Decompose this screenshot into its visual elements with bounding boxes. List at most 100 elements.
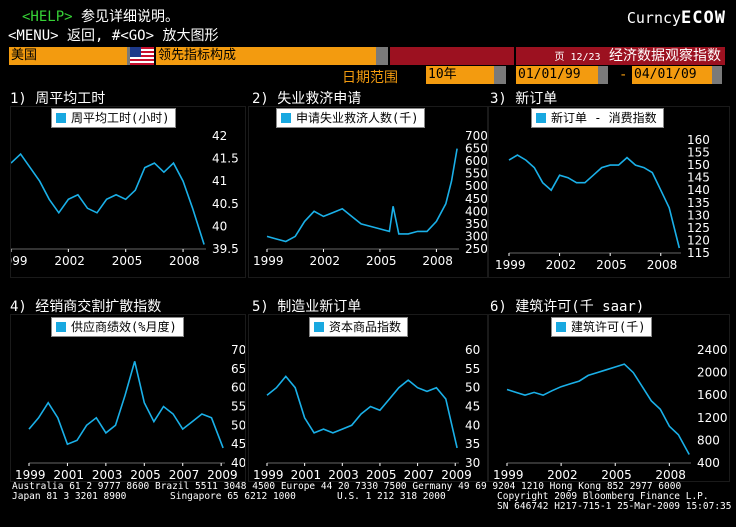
series-line	[266, 375, 458, 449]
end-date-button[interactable]	[712, 66, 722, 84]
period-dropdown[interactable]	[494, 66, 506, 84]
y-tick-label: 145	[687, 171, 710, 185]
x-tick-label: 2009	[441, 468, 472, 481]
chart-legend: 建筑许可(千)	[551, 317, 653, 337]
legend-swatch-icon	[56, 322, 66, 332]
start-date-field[interactable]: 01/01/99	[516, 66, 598, 84]
chart-panel[interactable]: 42 41.5 41 40.5 40 39.5 1999 2002 2005 2008 周平均工时(…	[10, 106, 246, 278]
y-tick-label: 140	[687, 183, 710, 197]
y-tick-label: 120	[687, 233, 710, 247]
y-tick-label: 40	[231, 456, 245, 470]
series-line	[506, 363, 690, 455]
y-tick-label: 300	[465, 229, 487, 243]
y-tick-label: 1200	[697, 411, 728, 425]
x-tick-label: 1999	[15, 468, 46, 481]
y-tick-label: 400	[465, 204, 487, 218]
help-key[interactable]: <HELP>	[22, 9, 73, 25]
footer-japan: Japan 81 3 3201 8900	[12, 491, 127, 502]
panel-title[interactable]: 1) 周平均工时	[10, 91, 106, 107]
x-tick-label: 1999	[253, 468, 284, 481]
legend-label: 供应商绩效(%月度)	[71, 320, 177, 334]
chart-panel[interactable]: 60 55 50 45 40 35 30 1999 2001 2003 2005 2007 2009 资本…	[248, 314, 488, 482]
x-tick-label: 2003	[328, 468, 359, 481]
date-dash: -	[619, 67, 628, 83]
go-key[interactable]: #<GO>	[111, 28, 155, 44]
chart-legend: 周平均工时(小时)	[51, 108, 177, 128]
go-text: 放大图形	[162, 28, 219, 44]
x-tick-label: 1999	[253, 254, 284, 268]
footer-sn: SN 646742 H217-715-1 25-Mar-2009 15:07:3…	[497, 501, 732, 512]
chart-panel[interactable]: 160 155 150 145 140 135 130 125 120 115 1999 2002 20…	[488, 106, 730, 278]
series-line	[11, 152, 205, 245]
indicator-dropdown[interactable]	[376, 47, 388, 65]
period-field[interactable]: 10年	[426, 66, 494, 84]
panel-title[interactable]: 5) 制造业新订单	[252, 299, 362, 315]
panel-title[interactable]: 6) 建筑许可(千 saar)	[490, 299, 645, 315]
x-tick-label: 2005	[596, 258, 627, 272]
date-range-label: 日期范围	[342, 70, 398, 86]
end-date-field[interactable]: 04/01/09	[632, 66, 712, 84]
x-tick-label: 2008	[169, 254, 200, 268]
panel-title[interactable]: 3) 新订单	[490, 91, 558, 107]
x-tick-label: 2005	[366, 468, 397, 481]
x-tick-label: 2005	[130, 468, 161, 481]
legend-swatch-icon	[314, 322, 324, 332]
panel-title[interactable]: 4) 经销商交割扩散指数	[10, 299, 162, 315]
y-tick-label: 55	[465, 362, 480, 376]
y-tick-label: 40	[465, 418, 480, 432]
footer-copyright: Copyright 2009 Bloomberg Finance L.P.	[497, 491, 709, 502]
y-tick-label: 39.5	[212, 242, 239, 256]
legend-swatch-icon	[281, 113, 291, 123]
series-line	[28, 361, 224, 449]
y-tick-label: 50	[231, 418, 245, 432]
chart-legend: 新订单 - 消费指数	[531, 108, 664, 128]
menu-text: 返回,	[67, 28, 104, 44]
x-tick-label: 2008	[655, 468, 686, 481]
legend-label: 资本商品指数	[329, 320, 402, 334]
y-tick-label: 1600	[697, 388, 728, 402]
x-tick-label: 2001	[53, 468, 84, 481]
y-tick-label: 60	[231, 381, 245, 395]
y-tick-label: 65	[231, 362, 245, 376]
x-tick-label: 2002	[309, 254, 340, 268]
panel-title[interactable]: 2) 失业救济申请	[252, 91, 362, 107]
series-line	[508, 154, 681, 249]
y-tick-label: 55	[231, 400, 245, 414]
chart-panel[interactable]: 700 650 600 550 500 450 400 350 300 250 1999 2002 20…	[248, 106, 488, 278]
footer-singapore: Singapore 65 6212 1000	[170, 491, 296, 502]
country-field[interactable]: 美国	[9, 47, 127, 65]
y-tick-label: 45	[231, 437, 245, 451]
screen-title: 经济数据观察指数	[609, 48, 721, 64]
menu-key[interactable]: <MENU>	[8, 28, 59, 44]
start-date-button[interactable]	[598, 66, 608, 84]
line-chart: 42 41.5 41 40.5 40 39.5 1999 2002 2005 2008	[11, 129, 239, 268]
screen-title-bar: 页 12/23 经济数据观察指数	[516, 47, 725, 65]
menu-line: <MENU> 返回, #<GO> 放大图形	[8, 25, 218, 45]
line-chart: 60 55 50 45 40 35 30 1999 2001 2003 2005 2007 2009	[253, 343, 480, 481]
y-tick-label: 45	[465, 400, 480, 414]
x-tick-label: 2008	[422, 254, 453, 268]
y-tick-label: 650	[465, 142, 487, 156]
indicator-field[interactable]: 领先指标构成	[156, 47, 376, 65]
legend-label: 建筑许可(千)	[571, 320, 646, 334]
x-tick-label: 2005	[601, 468, 632, 481]
chart-panel[interactable]: 2400 2000 1600 1200 800 400 1999 2002 2005 2008 建筑…	[488, 314, 730, 482]
line-chart: 2400 2000 1600 1200 800 400 1999 2002 2005 2008	[493, 343, 728, 481]
series-line	[266, 148, 458, 243]
x-tick-label: 2005	[112, 254, 143, 268]
x-tick-label: 1999	[495, 258, 526, 272]
x-tick-label: 2001	[291, 468, 322, 481]
y-tick-label: 35	[465, 437, 480, 451]
y-tick-label: 40	[212, 219, 227, 233]
legend-label: 新订单 - 消费指数	[551, 111, 657, 125]
y-tick-label: 155	[687, 146, 710, 160]
chart-panel[interactable]: 70 65 60 55 50 45 40 1999 2001 2003 2005 2007 2009 供应…	[10, 314, 246, 482]
x-tick-label: 2005	[366, 254, 397, 268]
y-tick-label: 400	[697, 456, 720, 470]
x-tick-label: 1999	[11, 254, 28, 268]
x-tick-label: 2007	[404, 468, 435, 481]
y-tick-label: 115	[687, 246, 710, 260]
security-id: CurncyECOW	[627, 8, 726, 28]
